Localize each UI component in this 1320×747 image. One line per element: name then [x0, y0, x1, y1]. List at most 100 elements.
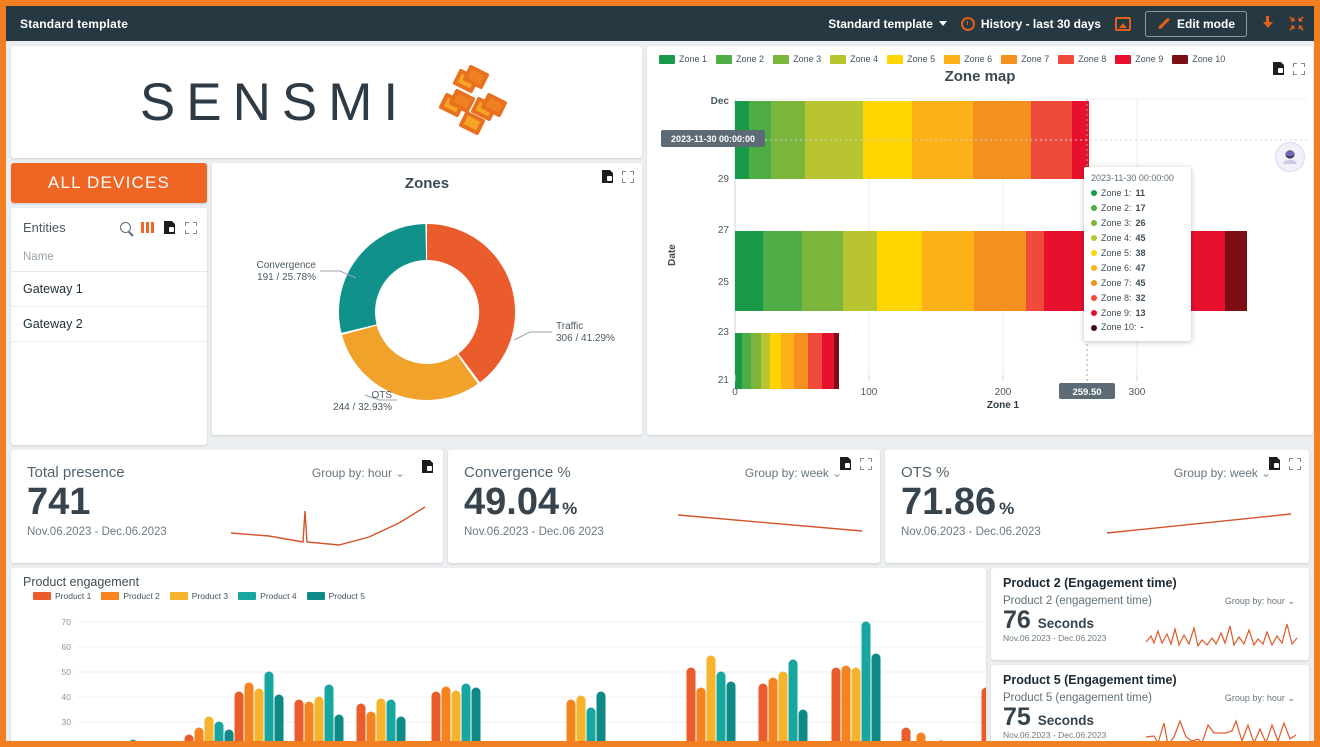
avatar[interactable] — [1275, 142, 1305, 172]
tooltip-label: Zone 7: — [1101, 277, 1132, 288]
group-by-selector[interactable]: Group by: week ⌄ — [1174, 466, 1271, 480]
image-export-icon[interactable] — [1114, 16, 1131, 31]
legend-item[interactable]: Zone 9 — [1115, 54, 1163, 64]
entities-column-header: Name — [11, 245, 207, 272]
legend-item[interactable]: Zone 5 — [887, 54, 935, 64]
export-doc-icon[interactable] — [602, 170, 613, 183]
legend-item[interactable]: Zone 8 — [1058, 54, 1106, 64]
tooltip-value: 11 — [1135, 188, 1146, 198]
group-by-label: Group by: week — [744, 466, 829, 480]
chevron-down-icon: ⌄ — [394, 466, 405, 480]
zone-map-legend: Zone 1 Zone 2 Zone 3 Zone 4 Zone 5 Zone … — [647, 46, 1313, 64]
all-devices-button[interactable]: ALL DEVICES — [11, 163, 207, 203]
tooltip-label: Zone 2: — [1101, 202, 1132, 213]
group-by-selector[interactable]: Group by: hour ⌄ — [1225, 693, 1295, 704]
donut-label-traffic-value: 306 / 41.29% — [556, 333, 615, 344]
legend-item[interactable]: Product 5 — [306, 591, 365, 601]
svg-text:50: 50 — [62, 667, 72, 677]
donut-slice-traffic — [427, 223, 516, 383]
search-icon[interactable] — [120, 222, 131, 233]
svg-text:29: 29 — [718, 174, 730, 185]
entities-header: Entities — [11, 208, 207, 245]
card-subtitle: Product 2 (engagement time) — [1003, 595, 1152, 607]
tooltip-row: Zone 8: 32 — [1091, 291, 1184, 306]
svg-text:Dec: Dec — [711, 96, 730, 107]
fullscreen-icon[interactable] — [860, 457, 872, 470]
template-selector[interactable]: Standard template — [828, 17, 947, 31]
history-range-button[interactable]: History - last 30 days — [960, 16, 1101, 31]
fullscreen-icon[interactable] — [1289, 457, 1301, 470]
export-doc-icon[interactable] — [840, 457, 851, 470]
legend-item[interactable]: Zone 2 — [716, 54, 764, 64]
fullscreen-icon[interactable] — [1293, 62, 1305, 75]
tooltip-row: Zone 1: 11 — [1091, 186, 1184, 201]
dashboard-app: Standard template Standard template Hist… — [6, 6, 1314, 741]
tooltip-label: Zone 4: — [1101, 232, 1132, 243]
legend-item[interactable]: Product 4 — [238, 591, 297, 601]
tooltip-dot — [1091, 309, 1097, 316]
product-engagement-card: Product engagement Product 1 Product 2 P… — [11, 568, 986, 741]
tooltip-value: 45 — [1135, 232, 1146, 243]
legend-item[interactable]: Zone 4 — [830, 54, 878, 64]
list-item[interactable]: Gateway 1 — [11, 272, 207, 307]
export-doc-icon[interactable] — [1273, 62, 1284, 75]
entities-title: Entities — [23, 220, 66, 235]
group-by-label: Group by: hour — [1224, 596, 1285, 606]
kpi-value: 49.04% — [464, 481, 578, 523]
list-item[interactable]: Gateway 2 — [11, 307, 207, 342]
clock-icon — [960, 16, 975, 31]
legend-item[interactable]: Zone 10 — [1172, 54, 1225, 64]
legend-item[interactable]: Zone 3 — [773, 54, 821, 64]
pencil-icon — [1157, 17, 1170, 30]
top-toolbar: Standard template Standard template Hist… — [6, 6, 1314, 41]
tooltip-row: Zone 6: 47 — [1091, 261, 1184, 276]
zone-map-title: Zone map — [944, 68, 1016, 85]
legend-swatch — [830, 54, 847, 64]
legend-swatch — [238, 592, 257, 600]
fullscreen-icon[interactable] — [185, 221, 197, 234]
fullscreen-icon[interactable] — [622, 170, 634, 183]
board-row-3: Product engagement Product 1 Product 2 P… — [11, 568, 1309, 741]
tooltip-label: Zone 9: — [1101, 307, 1132, 318]
export-doc-icon[interactable] — [422, 460, 433, 473]
legend-swatch — [944, 54, 961, 64]
left-column: SENSMI — [11, 46, 642, 445]
group-by-selector[interactable]: Group by: hour ⌄ — [312, 466, 405, 480]
tooltip-row: Zone 4: 45 — [1091, 231, 1184, 246]
group-by-selector[interactable]: Group by: hour ⌄ — [1225, 596, 1295, 607]
group-by-selector[interactable]: Group by: week ⌄ — [745, 466, 842, 480]
legend-item[interactable]: Zone 6 — [944, 54, 992, 64]
svg-text:40: 40 — [62, 692, 72, 702]
tooltip-dot — [1091, 324, 1097, 331]
svg-text:70: 70 — [62, 617, 72, 627]
svg-text:200: 200 — [995, 387, 1012, 398]
chevron-down-icon: ⌄ — [1287, 596, 1295, 606]
export-doc-icon[interactable] — [1269, 457, 1280, 470]
edit-mode-button[interactable]: Edit mode — [1144, 10, 1247, 37]
columns-icon[interactable] — [141, 222, 154, 233]
tooltip-dot — [1091, 295, 1097, 302]
chevron-down-icon — [938, 21, 947, 26]
legend-item[interactable]: Product 2 — [101, 591, 160, 601]
legend-swatch — [887, 54, 904, 64]
zones-donut-chart: Traffic 306 / 41.29% OTS 244 / 32.93% Co… — [257, 223, 615, 413]
export-doc-icon[interactable] — [164, 221, 175, 234]
legend-item[interactable]: Zone 7 — [1001, 54, 1049, 64]
legend-item[interactable]: Product 3 — [169, 591, 228, 601]
sparkline-product5 — [1145, 719, 1297, 741]
y-axis-label: Date — [667, 244, 678, 266]
legend-item[interactable]: Zone 1 — [659, 54, 707, 64]
legend-label: Zone 5 — [907, 54, 936, 64]
kpi-value: 71.86% — [901, 481, 1015, 523]
svg-text:60: 60 — [62, 642, 72, 652]
download-icon[interactable] — [1261, 16, 1275, 31]
engagement-time-card-product5: Product 5 (Engagement time) Product 5 (e… — [991, 665, 1309, 741]
collapse-icon[interactable] — [1289, 16, 1304, 31]
legend-item[interactable]: Product 1 — [33, 591, 91, 601]
x-cursor-badge: 259.50 — [1059, 383, 1115, 399]
kpi-range: Nov.06.2023 - Dec.06.2023 — [27, 525, 167, 538]
sparkline-total-presence — [230, 506, 426, 546]
devices-zones-row: ALL DEVICES Entities — [11, 163, 642, 445]
product-engagement-chart: 70 60 50 40 30 — [62, 617, 986, 741]
kpi-label: Total presence — [27, 464, 125, 481]
